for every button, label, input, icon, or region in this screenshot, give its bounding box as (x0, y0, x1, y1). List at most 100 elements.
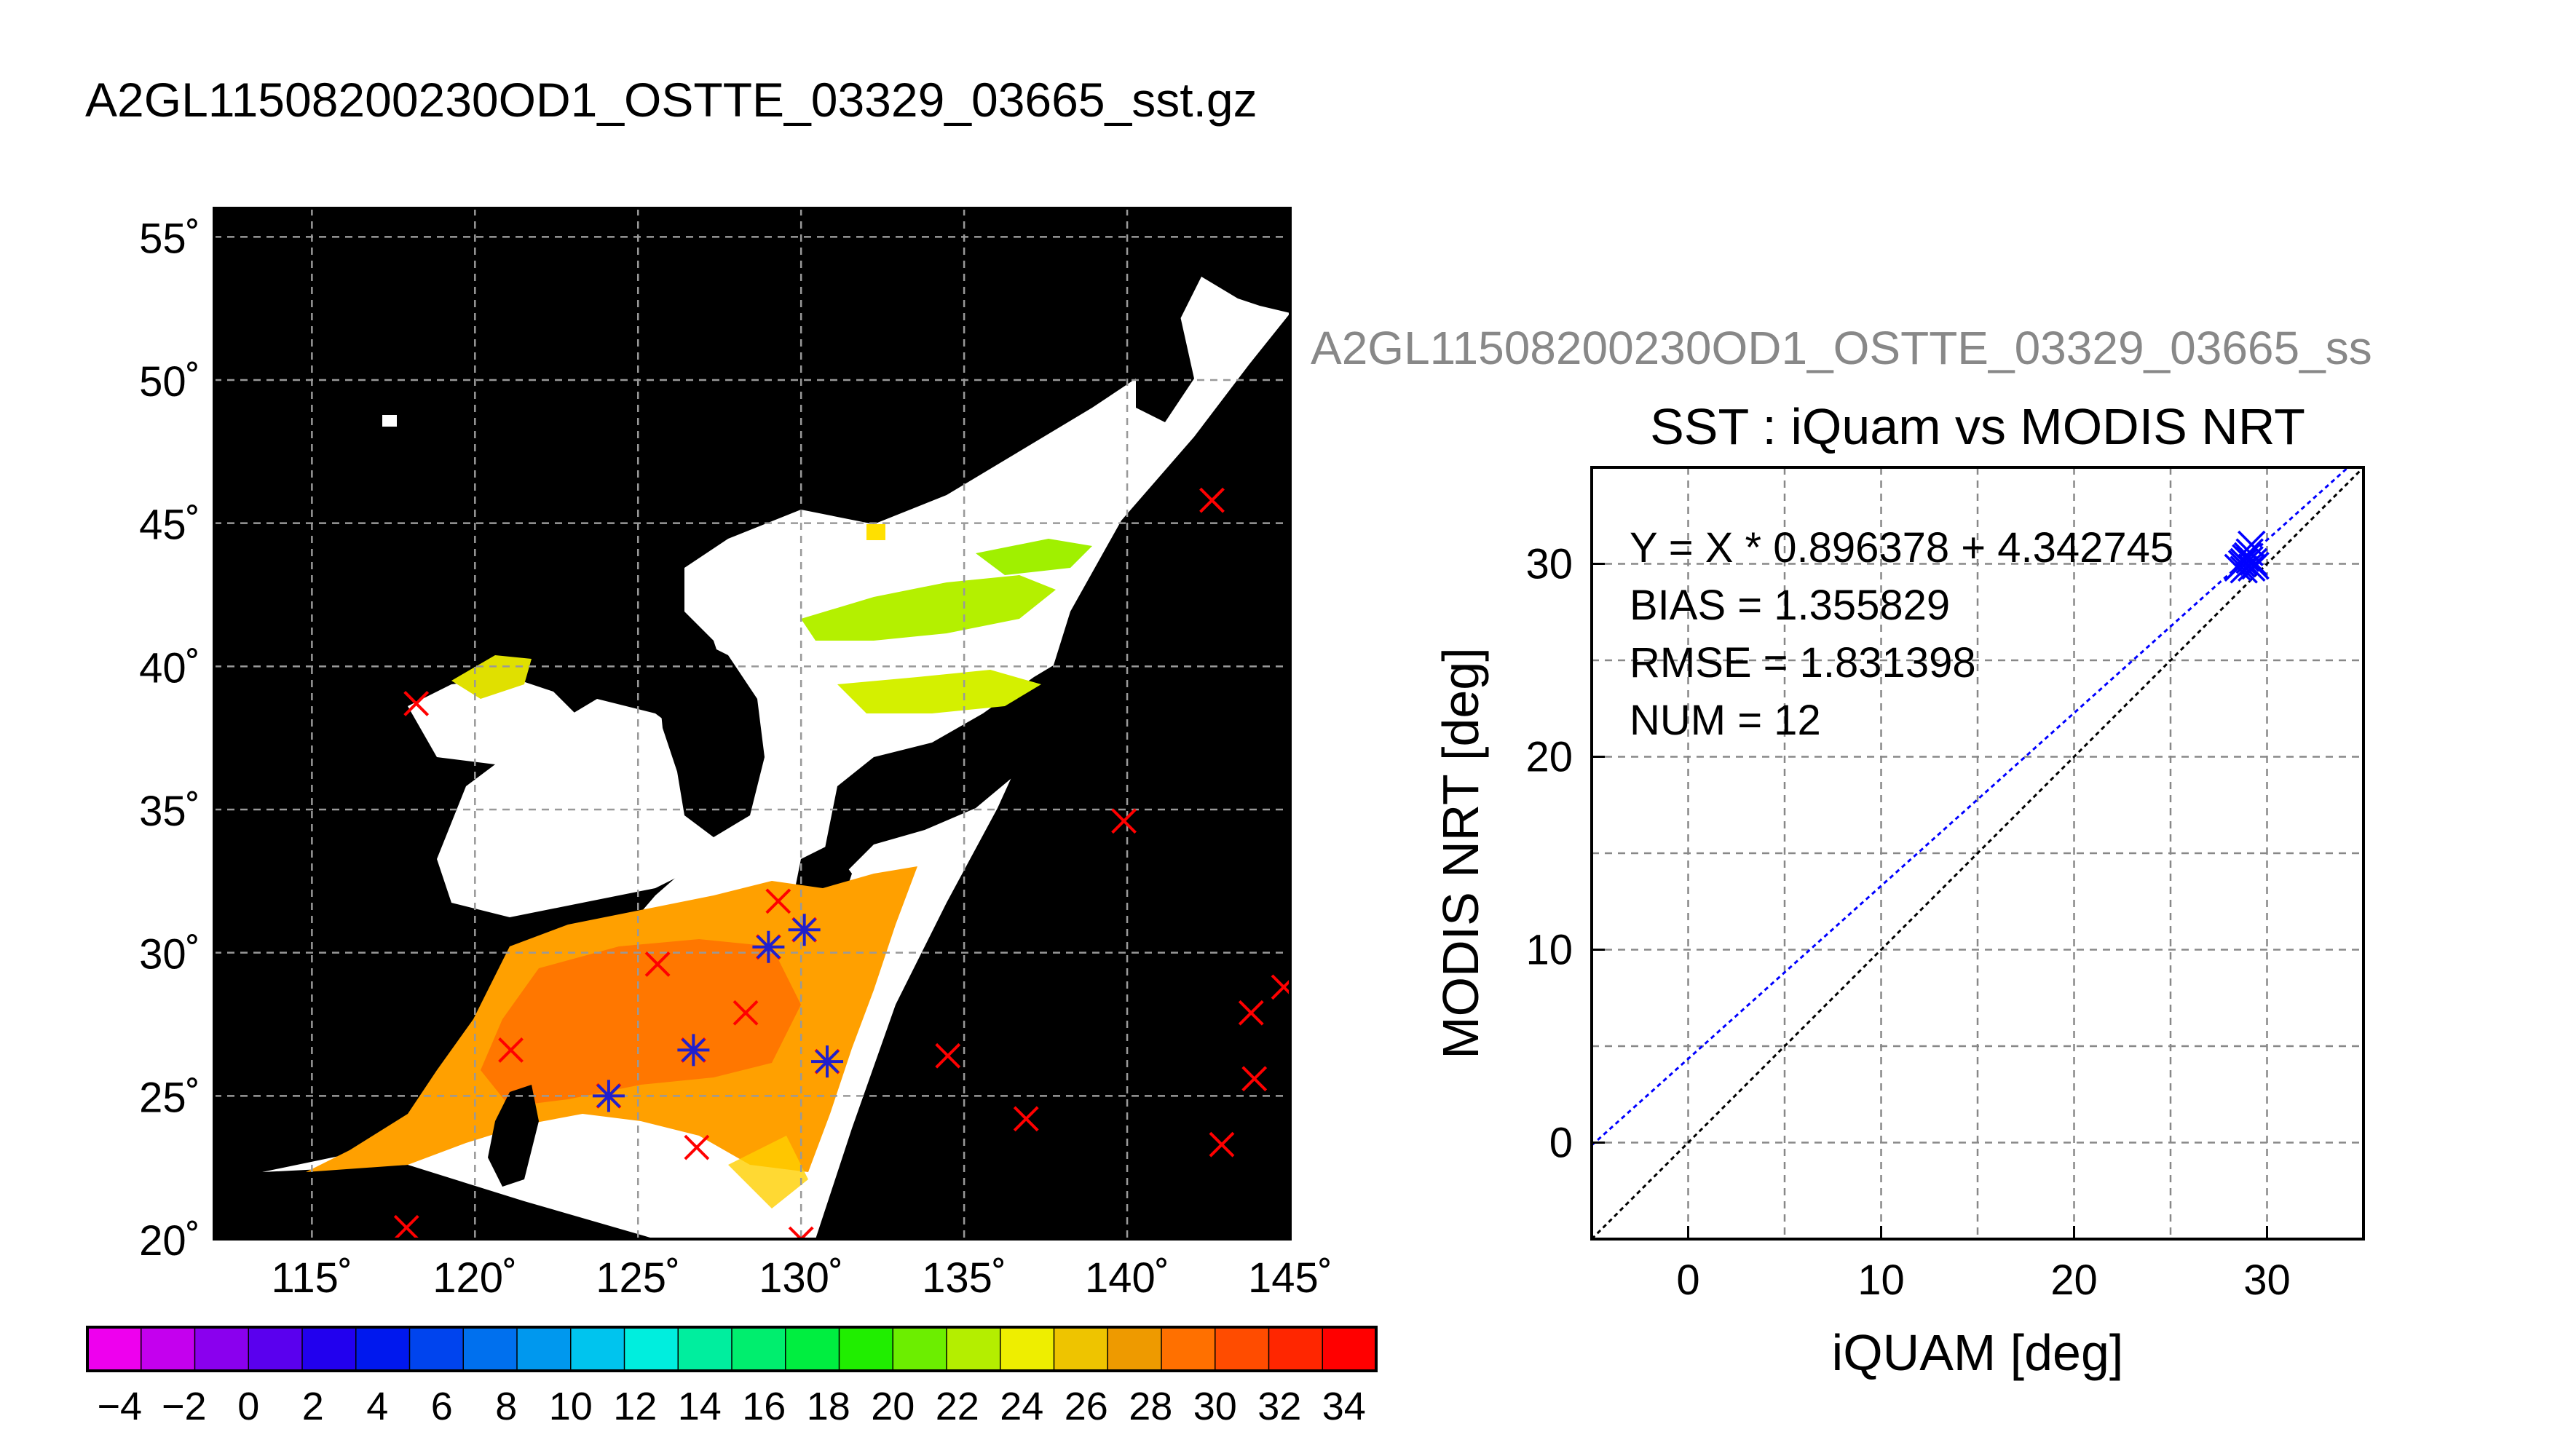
colorbar-swatch (892, 1326, 948, 1372)
colorbar-label: 4 (366, 1385, 388, 1428)
buoy-marker (1111, 808, 1137, 834)
colorbar-label: −4 (97, 1385, 142, 1428)
colorbar-label: 22 (936, 1385, 979, 1428)
colorbar-swatch (462, 1326, 518, 1372)
sst-okhotsk-green (976, 539, 1092, 575)
colorbar-swatch (1161, 1326, 1217, 1372)
land-taiwan (488, 1085, 539, 1187)
map-lat-label: 40˚ (139, 644, 200, 692)
y-tick-label: 30 (1525, 541, 1573, 588)
colorbar-swatch (408, 1326, 465, 1372)
scatter-point (2241, 551, 2270, 580)
colorbar-swatch (785, 1326, 840, 1372)
scatter-panel: A2GL11508200230OD1_OSTTE_03329_03665_ss … (1311, 322, 2372, 1381)
matched-marker (677, 1034, 710, 1067)
colorbar-swatch (1215, 1326, 1270, 1372)
sst-cool-region-north (801, 575, 1056, 641)
colorbar-label: 12 (613, 1385, 657, 1428)
buoy-marker (684, 1134, 710, 1160)
x-tick-label: 20 (2050, 1257, 2098, 1304)
colorbar-label: −2 (162, 1385, 207, 1428)
colorbar-label: 28 (1129, 1385, 1172, 1428)
stats-line: RMSE = 1.831398 (1630, 639, 1976, 687)
x-tick-label: 10 (1857, 1257, 1905, 1304)
buoy-marker (765, 888, 791, 914)
map-lat-label: 50˚ (139, 358, 200, 405)
map-lon-label: 135˚ (922, 1254, 1006, 1302)
buoy-marker (1241, 1066, 1268, 1092)
land-japan (823, 626, 1114, 874)
colorbar-border (86, 1326, 1378, 1372)
buoy-marker (1199, 487, 1225, 513)
colorbar-label: 18 (807, 1385, 850, 1428)
scatter-title: SST : iQuam vs MODIS NRT (1650, 398, 2305, 455)
colorbar-swatch (1053, 1326, 1109, 1372)
buoy-marker (788, 1226, 814, 1239)
identity-line (1592, 467, 2364, 1239)
colorbar-label: 16 (742, 1385, 786, 1428)
land-korea (655, 641, 765, 837)
colorbar-swatch (516, 1326, 572, 1372)
scatter-subtitle: A2GL11508200230OD1_OSTTE_03329_03665_ss (1311, 322, 2372, 374)
buoy-marker (393, 1214, 419, 1239)
x-tick-label: 0 (1676, 1257, 1699, 1304)
sst-hot-region (481, 939, 801, 1107)
colorbar: −4 −2 0 2 4 6 8 10 12 14 16 18 20 22 24 26 28 30 32 34 (86, 1326, 1378, 1428)
colorbar-swatch (623, 1326, 679, 1372)
y-axis-label: MODIS NRT [deg] (1432, 647, 1489, 1059)
buoy-marker (1209, 1131, 1235, 1158)
stats-line: Y = X * 0.896378 + 4.342745 (1630, 524, 2173, 571)
map-lat-label: 45˚ (139, 502, 200, 549)
y-tick-label: 20 (1525, 734, 1573, 781)
map-lon-label: 115˚ (271, 1254, 352, 1302)
colorbar-label: 2 (302, 1385, 324, 1428)
colorbar-swatch (838, 1326, 894, 1372)
colorbar-label: 26 (1065, 1385, 1108, 1428)
map-lon-label: 130˚ (759, 1254, 843, 1302)
bohai-no-data (408, 677, 583, 764)
matched-marker (788, 914, 821, 946)
main-title: A2GL11508200230OD1_OSTTE_03329_03665_sst… (85, 73, 1257, 127)
map-lat-label: 25˚ (139, 1074, 200, 1121)
y-tick-label: 10 (1525, 927, 1573, 974)
colorbar-label: 32 (1257, 1385, 1301, 1428)
colorbar-swatch (87, 1326, 143, 1372)
matched-marker (592, 1080, 625, 1112)
buoy-marker (403, 691, 430, 716)
buoy-marker (1013, 1106, 1039, 1132)
buoy-marker (732, 1000, 759, 1026)
map-border (213, 207, 1292, 1241)
colorbar-label: 14 (678, 1385, 722, 1428)
colorbar-swatch (946, 1326, 1002, 1372)
colorbar-swatch (570, 1326, 625, 1372)
colorbar-label: 20 (871, 1385, 915, 1428)
buoy-marker (1271, 974, 1290, 1000)
colorbar-swatch (301, 1326, 358, 1372)
colorbar-swatch (141, 1326, 196, 1372)
scatter-point (2230, 555, 2258, 584)
map-lat-label: 55˚ (139, 215, 200, 262)
y-tick-label: 0 (1549, 1120, 1573, 1167)
stats-line: NUM = 12 (1630, 697, 1821, 744)
colorbar-label: 30 (1193, 1385, 1237, 1428)
colorbar-swatch (355, 1326, 411, 1372)
sst-bohai-yellow (451, 655, 532, 699)
map-lon-label: 145˚ (1248, 1254, 1332, 1302)
colorbar-label: 6 (431, 1385, 453, 1428)
colorbar-label: 0 (237, 1385, 259, 1428)
sst-map: 55˚ 50˚ 45˚ 40˚ 35˚ 30˚ 25˚ 20˚ 115˚ 120˚ 125˚ 130… (139, 207, 1332, 1302)
land-hokkaido (1136, 313, 1194, 422)
x-tick-label: 30 (2243, 1257, 2291, 1304)
colorbar-label: 24 (1000, 1385, 1043, 1428)
sst-cool-region-north2 (837, 670, 1041, 713)
matched-marker (752, 930, 785, 963)
colorbar-label: 8 (495, 1385, 517, 1428)
colorbar-swatch (731, 1326, 787, 1372)
colorbar-swatch (677, 1326, 733, 1372)
colorbar-swatch (248, 1326, 304, 1372)
stats-line: BIAS = 1.355829 (1630, 582, 1950, 629)
colorbar-swatch (1000, 1326, 1055, 1372)
map-lat-label: 30˚ (139, 931, 200, 978)
x-axis-label: iQUAM [deg] (1832, 1324, 2124, 1381)
